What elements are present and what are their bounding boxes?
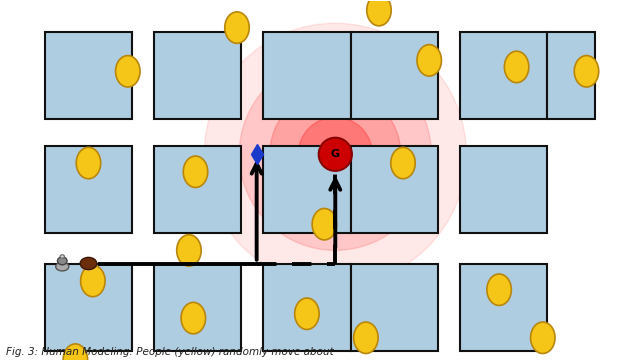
Ellipse shape	[56, 262, 69, 271]
Ellipse shape	[181, 303, 205, 334]
Bar	[263, 32, 351, 119]
Circle shape	[298, 117, 372, 191]
Ellipse shape	[225, 12, 249, 43]
Circle shape	[270, 89, 401, 220]
Circle shape	[204, 23, 467, 285]
Bar	[460, 32, 547, 119]
Ellipse shape	[177, 235, 201, 266]
Ellipse shape	[60, 255, 65, 258]
Bar	[460, 264, 547, 351]
Bar	[45, 145, 132, 233]
Bar	[547, 32, 595, 119]
Ellipse shape	[504, 51, 529, 83]
Bar	[154, 145, 241, 233]
Bar	[263, 145, 351, 233]
Bar	[351, 32, 438, 119]
Ellipse shape	[58, 257, 67, 265]
Bar	[154, 264, 241, 351]
Ellipse shape	[487, 274, 511, 305]
Ellipse shape	[80, 257, 97, 270]
Ellipse shape	[76, 147, 100, 179]
Ellipse shape	[574, 56, 598, 87]
Circle shape	[239, 58, 431, 251]
Ellipse shape	[81, 265, 105, 297]
Text: G: G	[331, 149, 340, 159]
Ellipse shape	[312, 208, 337, 240]
Bar	[45, 264, 132, 351]
Bar	[45, 32, 132, 119]
Bar	[154, 32, 241, 119]
Ellipse shape	[63, 344, 88, 361]
Ellipse shape	[417, 45, 442, 76]
Ellipse shape	[354, 322, 378, 353]
Bar	[263, 264, 351, 351]
Text: Fig. 3: Human Modeling: People (yellow) randomly move about: Fig. 3: Human Modeling: People (yellow) …	[6, 347, 334, 357]
Ellipse shape	[531, 322, 555, 353]
Ellipse shape	[294, 298, 319, 330]
Ellipse shape	[367, 0, 391, 26]
Ellipse shape	[116, 56, 140, 87]
Ellipse shape	[391, 147, 415, 179]
Bar	[460, 145, 547, 233]
Bar	[351, 145, 438, 233]
Circle shape	[319, 138, 352, 171]
Bar	[351, 264, 438, 351]
Ellipse shape	[183, 156, 208, 187]
